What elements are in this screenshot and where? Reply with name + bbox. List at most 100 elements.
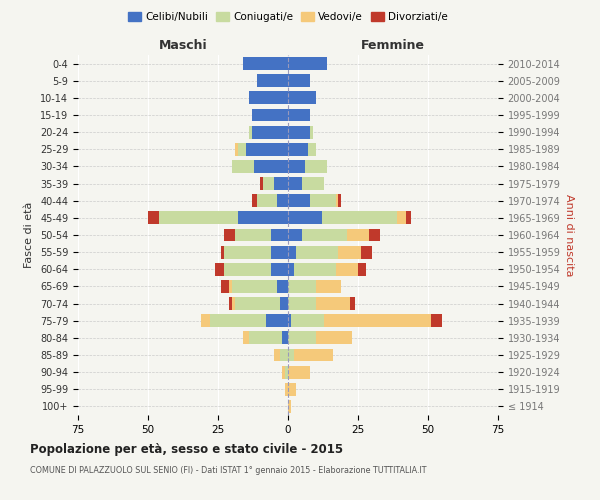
Bar: [280, 348, 288, 362]
Bar: [288, 74, 310, 87]
Bar: [257, 194, 277, 207]
Bar: [347, 228, 369, 241]
Bar: [235, 143, 238, 156]
Bar: [361, 246, 372, 258]
Bar: [310, 194, 335, 207]
Bar: [288, 108, 310, 122]
Bar: [251, 126, 288, 138]
Bar: [232, 297, 235, 310]
Bar: [285, 383, 288, 396]
Bar: [271, 263, 288, 276]
Bar: [277, 280, 288, 293]
Bar: [288, 366, 310, 378]
Bar: [310, 126, 313, 138]
Bar: [338, 246, 361, 258]
Bar: [288, 246, 296, 258]
Bar: [350, 297, 355, 310]
Bar: [224, 263, 271, 276]
Bar: [316, 280, 341, 293]
Bar: [302, 177, 325, 190]
Y-axis label: Fasce di età: Fasce di età: [25, 202, 34, 268]
Text: Femmine: Femmine: [361, 38, 425, 52]
Bar: [288, 143, 308, 156]
Bar: [285, 366, 288, 378]
Bar: [254, 160, 288, 173]
Bar: [251, 108, 288, 122]
Bar: [232, 280, 277, 293]
Bar: [291, 314, 325, 327]
Bar: [243, 57, 288, 70]
Bar: [302, 228, 347, 241]
Bar: [266, 314, 288, 327]
Bar: [221, 246, 224, 258]
Bar: [271, 246, 288, 258]
Bar: [280, 297, 288, 310]
Bar: [288, 280, 316, 293]
Text: Popolazione per età, sesso e stato civile - 2015: Popolazione per età, sesso e stato civil…: [30, 442, 343, 456]
Bar: [322, 212, 397, 224]
Bar: [249, 332, 283, 344]
Bar: [229, 280, 232, 293]
Bar: [249, 92, 288, 104]
Bar: [224, 246, 271, 258]
Bar: [221, 280, 229, 293]
Bar: [277, 194, 288, 207]
Bar: [288, 297, 316, 310]
Bar: [288, 228, 302, 241]
Bar: [296, 246, 338, 258]
Bar: [305, 160, 327, 173]
Bar: [283, 332, 288, 344]
Bar: [232, 160, 254, 173]
Text: Maschi: Maschi: [158, 38, 208, 52]
Bar: [274, 177, 288, 190]
Bar: [283, 366, 285, 378]
Bar: [358, 263, 367, 276]
Bar: [293, 263, 335, 276]
Bar: [246, 143, 288, 156]
Bar: [209, 314, 266, 327]
Bar: [288, 92, 316, 104]
Bar: [215, 263, 224, 276]
Bar: [335, 263, 358, 276]
Bar: [235, 297, 280, 310]
Bar: [251, 194, 257, 207]
Bar: [288, 177, 302, 190]
Bar: [316, 297, 350, 310]
Bar: [238, 143, 246, 156]
Bar: [338, 194, 341, 207]
Bar: [201, 314, 209, 327]
Bar: [288, 400, 291, 413]
Bar: [257, 74, 288, 87]
Bar: [271, 228, 288, 241]
Bar: [238, 212, 288, 224]
Text: COMUNE DI PALAZZUOLO SUL SENIO (FI) - Dati ISTAT 1° gennaio 2015 - Elaborazione : COMUNE DI PALAZZUOLO SUL SENIO (FI) - Da…: [30, 466, 427, 475]
Y-axis label: Anni di nascita: Anni di nascita: [565, 194, 574, 276]
Bar: [148, 212, 159, 224]
Bar: [308, 143, 316, 156]
Bar: [293, 348, 333, 362]
Bar: [229, 297, 232, 310]
Legend: Celibi/Nubili, Coniugati/e, Vedovi/e, Divorziati/e: Celibi/Nubili, Coniugati/e, Vedovi/e, Di…: [124, 8, 452, 26]
Bar: [288, 194, 310, 207]
Bar: [288, 160, 305, 173]
Bar: [263, 177, 274, 190]
Bar: [369, 228, 380, 241]
Bar: [249, 126, 251, 138]
Bar: [397, 212, 406, 224]
Bar: [235, 228, 271, 241]
Bar: [288, 383, 296, 396]
Bar: [260, 177, 263, 190]
Bar: [243, 332, 249, 344]
Bar: [288, 263, 293, 276]
Bar: [288, 57, 327, 70]
Bar: [288, 212, 322, 224]
Bar: [335, 194, 338, 207]
Bar: [431, 314, 442, 327]
Bar: [224, 228, 235, 241]
Bar: [274, 348, 280, 362]
Bar: [159, 212, 238, 224]
Bar: [325, 314, 431, 327]
Bar: [288, 348, 293, 362]
Bar: [288, 314, 291, 327]
Bar: [288, 332, 316, 344]
